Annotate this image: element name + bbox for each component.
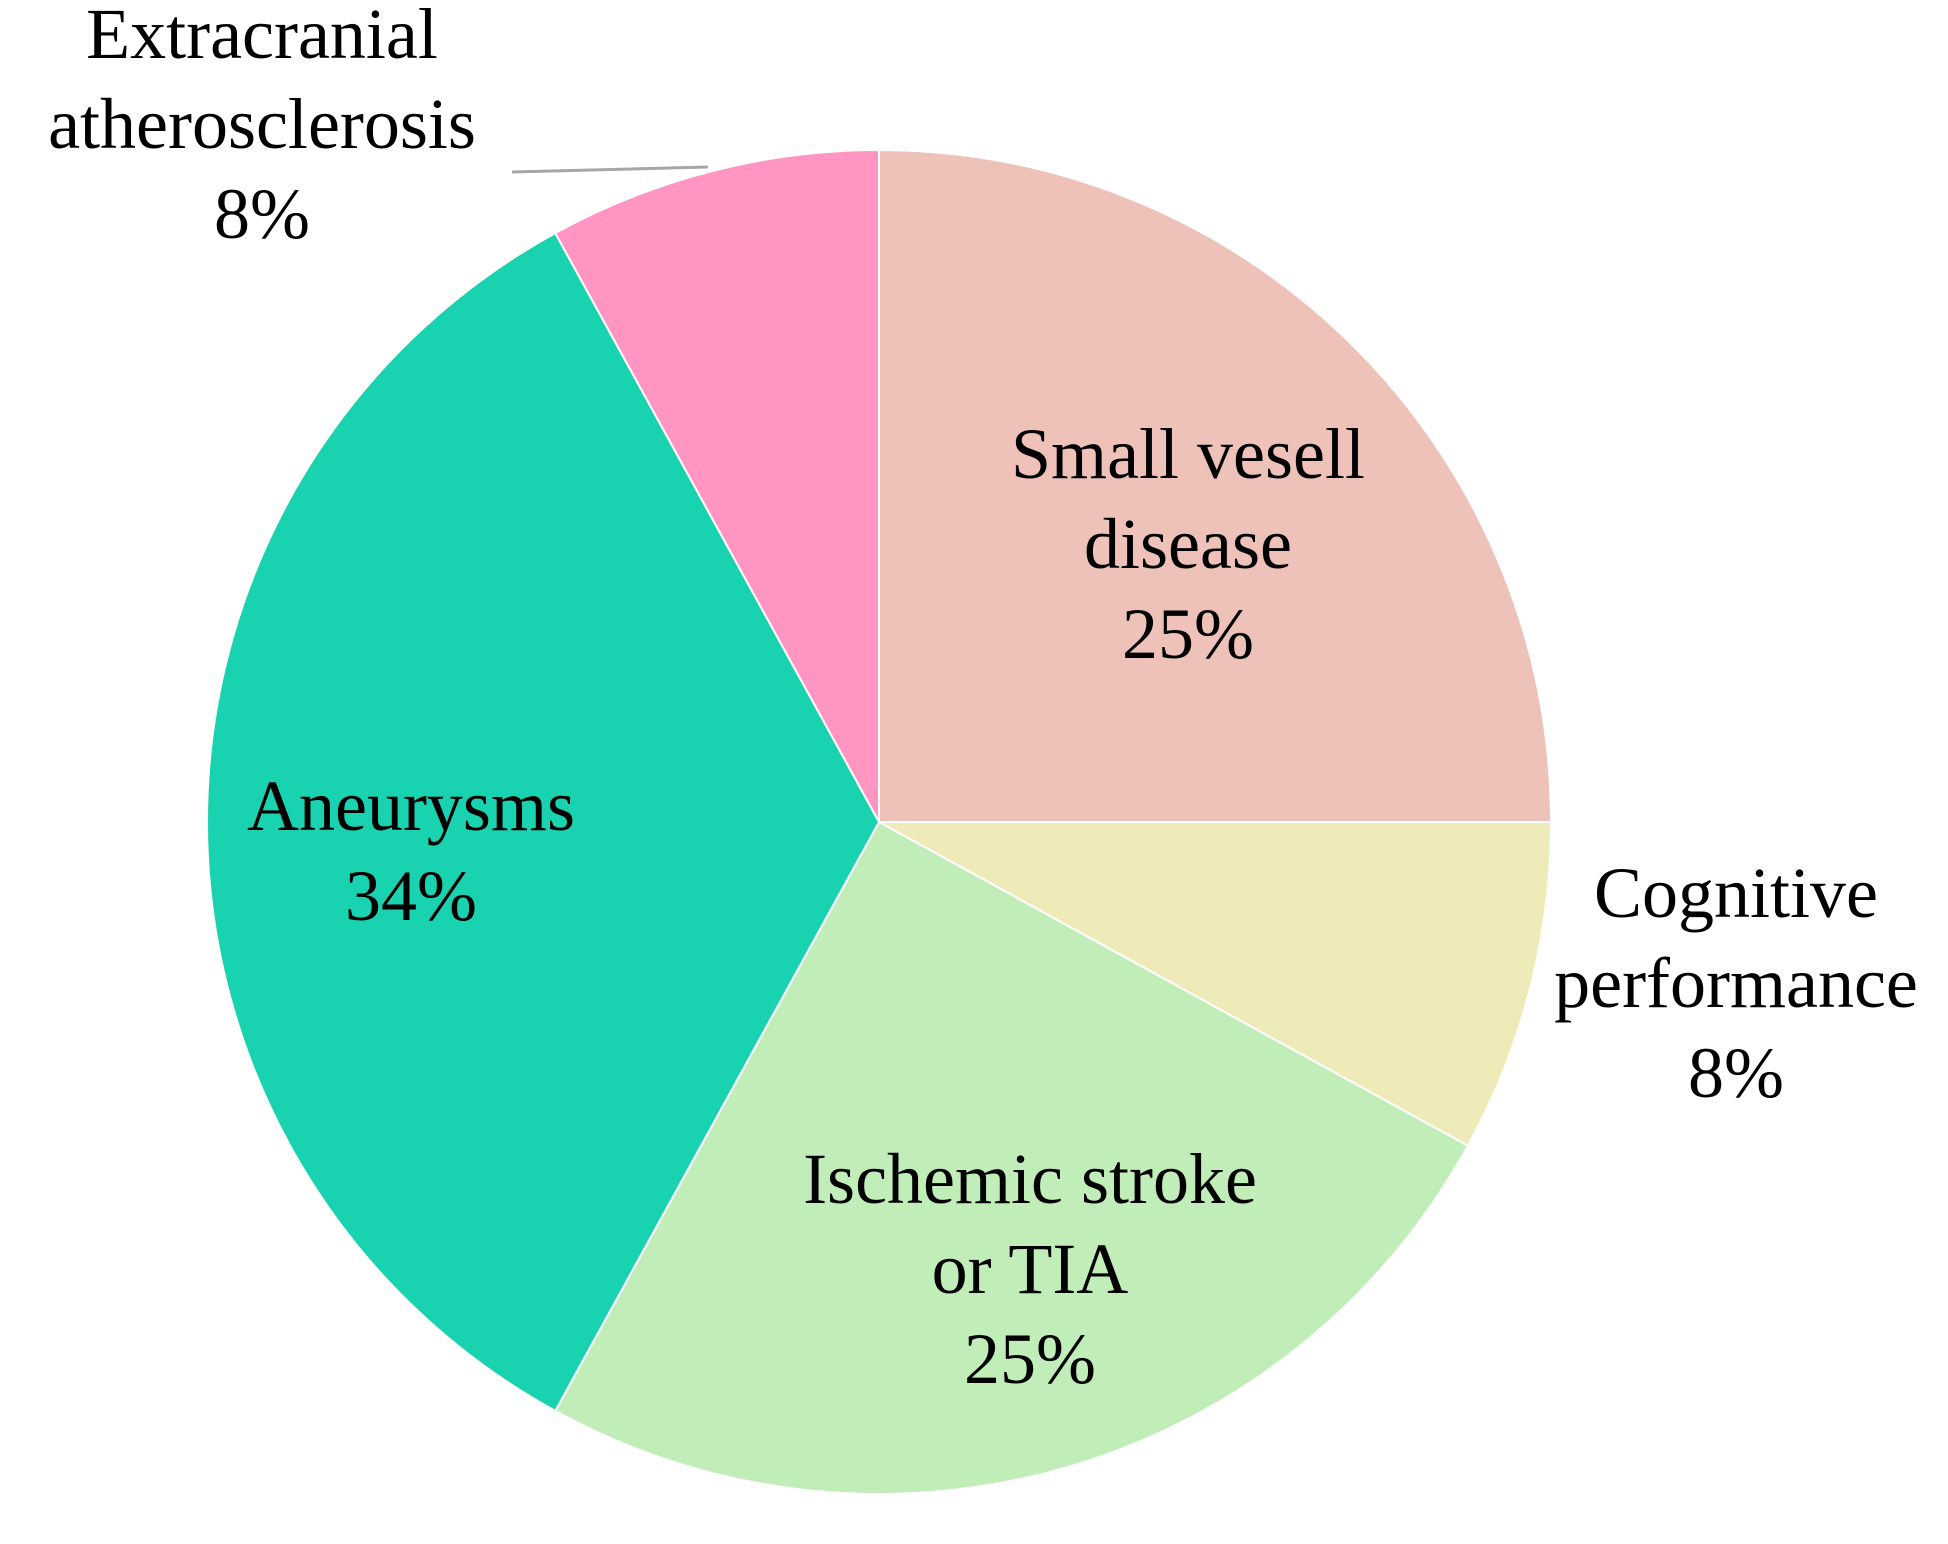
slice-label-text-ischemic-stroke-or-tia: Ischemic stroke or TIA 25% [803, 1139, 1257, 1399]
slice-value-small-vesell-disease: 25% [1122, 594, 1254, 674]
slice-name-line-extracranial-atherosclerosis: atherosclerosis [48, 84, 476, 164]
slice-name-line-ischemic-stroke-or-tia: Ischemic stroke [803, 1139, 1257, 1219]
slice-label-text-extracranial-atherosclerosis: Extracranial atherosclerosis 8% [48, 0, 476, 254]
slice-label-text-aneurysms: Aneurysms 34% [247, 766, 575, 936]
slice-name-line-cognitive-performance: performance [1554, 943, 1918, 1023]
slice-label-aneurysms: Aneurysms 34% [247, 766, 575, 936]
leader-line-extracranial-atherosclerosis [511, 165, 709, 174]
leader-lines-layer [511, 165, 709, 174]
slice-name-line-aneurysms: Aneurysms [247, 766, 575, 846]
slice-label-small-vesell-disease: Small vesell disease 25% [1011, 414, 1365, 674]
slice-label-text-small-vesell-disease: Small vesell disease 25% [1011, 414, 1365, 674]
pie-slice-extracranial-atherosclerosis [553, 148, 880, 823]
slice-name-line-cognitive-performance: Cognitive [1594, 853, 1878, 933]
slice-label-extracranial-atherosclerosis: Extracranial atherosclerosis 8% [48, 0, 476, 254]
pie-slice-cognitive-performance [878, 821, 1553, 1148]
pie-slice-ischemic-stroke-or-tia [553, 820, 1470, 1495]
slice-name-line-small-vesell-disease: Small vesell [1011, 414, 1365, 494]
slice-label-cognitive-performance: Cognitive performance 8% [1554, 853, 1918, 1113]
slice-value-ischemic-stroke-or-tia: 25% [964, 1319, 1096, 1399]
slice-value-extracranial-atherosclerosis: 8% [214, 174, 310, 254]
slice-name-line-small-vesell-disease: disease [1084, 504, 1292, 584]
slices-layer [206, 148, 1553, 1495]
labels-layer: Small vesell disease 25% Cognitive performan… [48, 0, 1918, 1399]
slice-label-text-cognitive-performance: Cognitive performance 8% [1554, 853, 1918, 1113]
slice-label-ischemic-stroke-or-tia: Ischemic stroke or TIA 25% [803, 1139, 1257, 1399]
slice-name-line-extracranial-atherosclerosis: Extracranial [86, 0, 438, 74]
slice-name-line-ischemic-stroke-or-tia: or TIA [932, 1229, 1129, 1309]
slice-value-aneurysms: 34% [345, 856, 477, 936]
slice-value-cognitive-performance: 8% [1688, 1033, 1784, 1113]
pie-slice-aneurysms [206, 231, 881, 1413]
pie-slice-small-vesell-disease [878, 148, 1553, 823]
